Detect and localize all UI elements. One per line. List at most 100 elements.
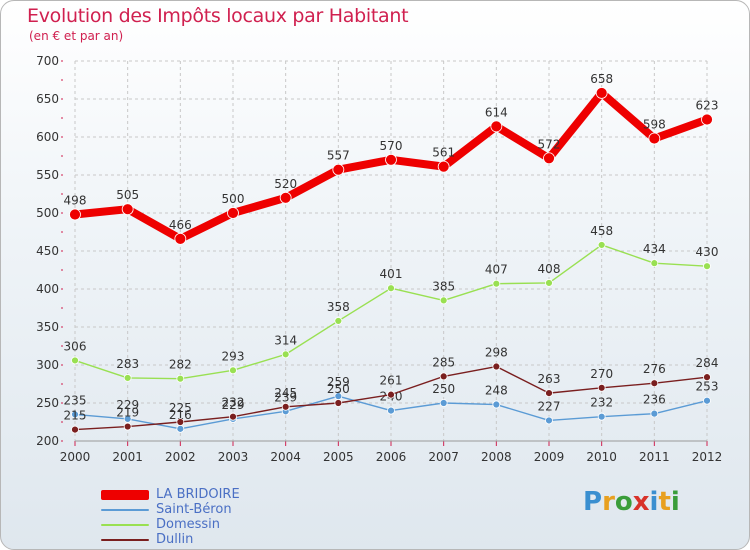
data-label-dullin: 261 xyxy=(380,374,403,388)
data-point-dullin xyxy=(597,383,606,392)
data-point-dullin xyxy=(650,379,659,388)
x-tick-label: 2004 xyxy=(270,450,301,464)
data-point-dullin xyxy=(492,362,501,371)
x-tick-label: 2003 xyxy=(218,450,249,464)
y-tick-label: 200 xyxy=(36,434,59,448)
data-label-la-bridoire: 505 xyxy=(116,188,139,202)
data-label-saint-beron: 253 xyxy=(696,380,719,394)
y-tick-label: 600 xyxy=(36,130,59,144)
legend-label-saint-beron: Saint-Béron xyxy=(156,502,232,517)
data-label-la-bridoire: 466 xyxy=(169,218,192,232)
data-point-la-bridoire xyxy=(543,152,555,165)
x-tick-label: 2006 xyxy=(376,450,407,464)
data-label-saint-beron: 239 xyxy=(274,390,297,404)
x-tick-label: 2000 xyxy=(60,450,91,464)
data-label-dullin: 270 xyxy=(590,367,613,381)
data-label-dullin: 285 xyxy=(432,355,455,369)
data-point-saint-beron xyxy=(545,416,553,425)
proxiti-logo: Proxiti xyxy=(583,487,680,517)
data-label-saint-beron: 229 xyxy=(222,398,245,412)
data-point-domessin xyxy=(387,284,395,293)
data-label-dullin: 263 xyxy=(538,372,561,386)
data-point-saint-beron xyxy=(703,396,711,405)
data-point-la-bridoire xyxy=(174,232,187,245)
data-label-dullin: 284 xyxy=(696,356,719,370)
data-point-la-bridoire xyxy=(385,153,397,166)
legend-swatch-domessin xyxy=(101,523,149,526)
data-label-saint-beron: 236 xyxy=(643,393,666,407)
data-label-saint-beron: 232 xyxy=(590,396,613,410)
data-label-dullin: 245 xyxy=(274,386,297,400)
data-point-saint-beron xyxy=(123,415,132,423)
data-label-dullin: 225 xyxy=(169,401,192,415)
data-label-dullin: 276 xyxy=(643,362,666,376)
data-label-la-bridoire: 520 xyxy=(274,177,297,191)
chart-subtitle: (en € et par an) xyxy=(29,29,124,43)
data-label-saint-beron: 259 xyxy=(327,375,350,389)
legend-label-domessin: Domessin xyxy=(156,517,221,532)
data-label-domessin: 385 xyxy=(432,279,455,293)
data-point-la-bridoire xyxy=(437,160,450,173)
data-label-la-bridoire: 623 xyxy=(696,99,719,113)
data-point-la-bridoire xyxy=(490,120,503,133)
x-tick-label: 2010 xyxy=(586,450,617,464)
data-point-saint-beron xyxy=(71,410,79,419)
data-label-saint-beron: 235 xyxy=(64,393,87,407)
data-label-la-bridoire: 498 xyxy=(64,194,87,208)
data-label-dullin: 219 xyxy=(116,406,139,420)
data-point-la-bridoire xyxy=(648,132,661,145)
x-tick-label: 2011 xyxy=(639,450,670,464)
data-label-domessin: 293 xyxy=(222,349,245,363)
data-label-domessin: 306 xyxy=(64,339,87,353)
data-label-saint-beron: 227 xyxy=(538,399,561,413)
data-point-saint-beron xyxy=(439,399,448,407)
data-point-domessin xyxy=(71,356,79,365)
data-label-la-bridoire: 598 xyxy=(643,118,666,132)
data-label-domessin: 283 xyxy=(116,357,139,371)
data-point-domessin xyxy=(334,317,343,325)
legend-swatch-dullin xyxy=(101,538,149,541)
data-label-la-bridoire: 500 xyxy=(222,192,245,206)
data-label-domessin: 282 xyxy=(169,358,192,372)
data-label-la-bridoire: 557 xyxy=(327,149,350,163)
legend-label-la-bridoire: LA BRIDOIRE xyxy=(156,487,240,502)
x-tick-label: 2002 xyxy=(165,450,196,464)
y-tick-label: 450 xyxy=(36,244,59,258)
y-tick-label: 350 xyxy=(36,320,59,334)
chart-title: Evolution des Impôts locaux par Habitant xyxy=(27,5,409,27)
data-point-saint-beron xyxy=(387,406,395,415)
x-tick-label: 2005 xyxy=(323,450,354,464)
data-point-saint-beron xyxy=(650,409,659,418)
data-point-la-bridoire xyxy=(121,203,134,216)
data-point-saint-beron xyxy=(492,400,501,409)
data-label-la-bridoire: 658 xyxy=(590,72,613,86)
data-label-domessin: 434 xyxy=(643,242,666,256)
data-point-dullin xyxy=(176,418,185,426)
y-tick-label: 400 xyxy=(36,282,59,296)
data-point-dullin xyxy=(439,372,448,381)
y-tick-label: 500 xyxy=(36,206,59,220)
data-point-saint-beron xyxy=(176,424,185,433)
data-label-dullin: 298 xyxy=(485,346,508,360)
data-point-la-bridoire xyxy=(595,87,608,99)
data-point-domessin xyxy=(650,259,659,268)
data-point-domessin xyxy=(597,241,606,249)
data-point-domessin xyxy=(492,279,501,288)
data-point-la-bridoire xyxy=(227,207,239,219)
data-point-domessin xyxy=(281,350,290,359)
data-label-domessin: 408 xyxy=(538,262,561,276)
data-point-domessin xyxy=(176,374,185,383)
data-label-la-bridoire: 561 xyxy=(432,146,455,160)
data-point-dullin xyxy=(545,389,553,398)
data-point-dullin xyxy=(123,422,132,431)
data-point-dullin xyxy=(334,399,343,407)
data-point-la-bridoire xyxy=(701,113,713,126)
y-tick-label: 650 xyxy=(36,92,59,106)
legend-label-dullin: Dullin xyxy=(156,532,194,547)
y-tick-label: 300 xyxy=(36,358,59,372)
data-label-domessin: 314 xyxy=(274,333,297,347)
data-point-domessin xyxy=(123,374,132,382)
data-label-saint-beron: 229 xyxy=(116,398,139,412)
y-tick-label: 250 xyxy=(36,396,59,410)
